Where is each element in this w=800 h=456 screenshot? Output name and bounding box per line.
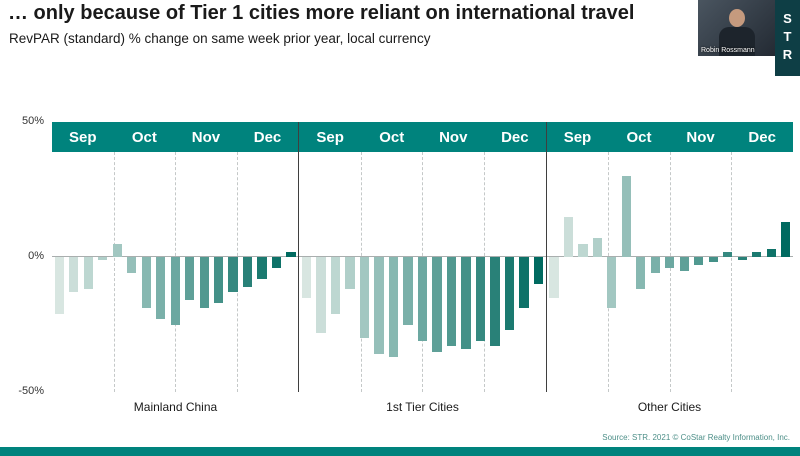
bar xyxy=(766,248,776,257)
bar xyxy=(475,257,486,341)
bar xyxy=(578,243,588,257)
bar xyxy=(694,257,704,266)
bar xyxy=(752,251,762,257)
bar xyxy=(374,257,384,355)
speaker-name: Robin Rossmann xyxy=(701,47,755,54)
month-header-band: Sep Oct Nov Dec xyxy=(52,122,299,152)
bar xyxy=(170,257,180,325)
bar xyxy=(213,257,224,303)
bar xyxy=(708,257,718,263)
panel-label-1st-tier-cities: 1st Tier Cities xyxy=(386,400,459,414)
zero-line xyxy=(299,256,546,257)
bar xyxy=(679,257,689,271)
bar xyxy=(781,221,791,257)
month-label: Oct xyxy=(379,128,405,146)
bar xyxy=(432,257,442,352)
month-label: Oct xyxy=(626,128,652,146)
panel-mainland-china: Sep Oct Nov Dec xyxy=(52,122,299,392)
month-label: Oct xyxy=(131,128,157,146)
bar xyxy=(504,257,515,330)
bar xyxy=(301,257,312,298)
bar xyxy=(112,243,122,257)
month-label: Dec xyxy=(501,128,529,146)
month-label: Nov xyxy=(686,128,715,146)
bar xyxy=(257,257,267,279)
speaker-body-silhouette xyxy=(718,27,755,56)
month-label: Sep xyxy=(563,128,592,146)
y-axis-label-50: 50% xyxy=(21,115,44,127)
month-gridline xyxy=(669,152,671,392)
month-label: Nov xyxy=(439,128,468,146)
month-header-band: Sep Oct Nov Dec xyxy=(299,122,546,152)
bar xyxy=(286,251,296,257)
bottom-accent-bar xyxy=(0,447,800,456)
bar xyxy=(533,257,544,284)
bar xyxy=(665,257,675,268)
month-label: Dec xyxy=(748,128,776,146)
bar xyxy=(563,216,574,257)
bar xyxy=(141,257,151,309)
bar xyxy=(271,257,282,268)
bar xyxy=(607,257,617,309)
str-logo: STR xyxy=(775,0,800,76)
bar xyxy=(69,257,79,293)
y-axis-label-neg50: -50% xyxy=(18,385,44,397)
bar xyxy=(345,257,355,290)
month-label: Sep xyxy=(316,128,344,146)
source-note: Source: STR. 2021 © CoStar Realty Inform… xyxy=(602,433,790,442)
y-axis-label-0: 0% xyxy=(28,250,44,262)
bar xyxy=(156,257,166,320)
zero-line xyxy=(546,256,793,257)
bar xyxy=(330,257,341,314)
bar xyxy=(461,257,471,349)
panel-label-other-cities: Other Cities xyxy=(637,400,702,414)
bar xyxy=(199,257,209,309)
bar xyxy=(650,257,660,274)
bar xyxy=(185,257,195,301)
slide-subtitle: RevPAR (standard) % change on same week … xyxy=(9,31,431,46)
bar xyxy=(592,238,602,257)
bar xyxy=(388,257,399,357)
month-gridline xyxy=(731,152,733,392)
month-label: Dec xyxy=(253,128,282,146)
bar xyxy=(490,257,500,347)
month-header-band: Sep Oct Nov Dec xyxy=(546,122,793,152)
panel-label-mainland-china: Mainland China xyxy=(133,400,218,414)
revpar-chart: Sep Oct Nov Dec Sep Oct Nov Dec Sep Oct Nov Dec M… xyxy=(52,122,793,414)
bar xyxy=(403,257,413,325)
bar xyxy=(228,257,238,293)
bar xyxy=(417,257,428,341)
speaker-head-silhouette xyxy=(728,9,745,27)
bar xyxy=(242,257,253,287)
chart-panels: Sep Oct Nov Dec Sep Oct Nov Dec Sep Oct Nov Dec xyxy=(52,122,793,392)
bar xyxy=(519,257,529,309)
bar xyxy=(549,257,559,298)
bar xyxy=(316,257,326,333)
panel-1st-tier-cities: Sep Oct Nov Dec xyxy=(298,122,546,392)
month-label: Nov xyxy=(191,128,221,146)
bar xyxy=(446,257,457,347)
bar xyxy=(636,257,646,290)
zero-line xyxy=(52,256,299,257)
bar xyxy=(737,257,747,260)
bar xyxy=(127,257,137,274)
bar xyxy=(98,257,108,260)
month-label: Sep xyxy=(69,128,97,146)
bar xyxy=(54,257,64,314)
speaker-video[interactable]: Robin Rossmann xyxy=(698,0,775,56)
bar xyxy=(723,251,733,257)
bar xyxy=(83,257,93,290)
panel-other-cities: Sep Oct Nov Dec xyxy=(545,122,793,392)
panel-labels: Mainland China 1st Tier Cities Other Cit… xyxy=(52,400,793,414)
slide-title: … only because of Tier 1 cities more rel… xyxy=(8,2,635,24)
bar xyxy=(359,257,370,338)
month-gridline xyxy=(113,152,115,392)
bar xyxy=(621,176,631,257)
